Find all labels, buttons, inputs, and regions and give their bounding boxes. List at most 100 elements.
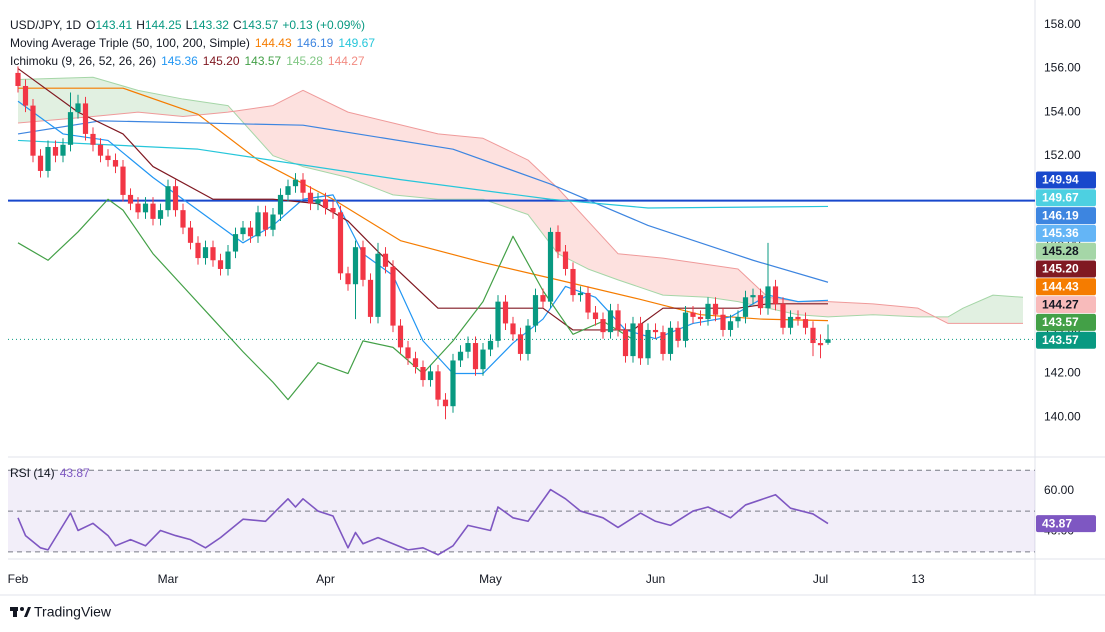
candle-body (465, 343, 471, 352)
candle-body (487, 340, 494, 350)
legend-line: USD/JPY, 1D O143.41 H144.25 L143.32 C143.57 +… (10, 17, 370, 33)
cloud-segment (993, 295, 1023, 324)
candle-body (22, 85, 29, 106)
cloud-segment (93, 77, 138, 117)
candle-body (330, 207, 336, 213)
logo (10, 607, 31, 617)
candle-body (757, 295, 764, 309)
candle-body (150, 203, 156, 219)
cloud-segment (438, 133, 483, 200)
cloud-segment (273, 90, 303, 167)
candle-body (712, 303, 719, 315)
footer-brand: TradingView (34, 604, 112, 620)
candle-body (420, 366, 426, 381)
candle-body (60, 144, 66, 156)
candle-body (622, 329, 629, 357)
candle-body (277, 194, 284, 215)
candle-body (202, 247, 209, 259)
ohlc-value: 143.41 (95, 18, 133, 32)
candle-body (345, 273, 351, 285)
x-tick-label: Mar (158, 572, 179, 586)
y-tick-label: 152.00 (1044, 148, 1081, 162)
candle-body (105, 155, 111, 161)
candle-body (562, 251, 569, 269)
price-badge-label: 143.57 (1042, 315, 1079, 329)
candle-body (480, 349, 486, 370)
rsi-pane (8, 469, 1035, 556)
ohlc-value: 143.32 (192, 18, 229, 32)
indicator-line (17, 120, 829, 283)
cloud-segment (963, 295, 993, 324)
candle-body (735, 316, 741, 322)
candle-body (667, 327, 674, 354)
price-badge (1036, 260, 1096, 278)
candle-body (502, 301, 509, 324)
legend-line: Moving Average Triple (50, 100, 200, Sim… (10, 35, 380, 51)
candle-body (517, 334, 524, 354)
price-badge (1036, 313, 1096, 331)
candle-body (375, 253, 381, 317)
ichimoku-value: 145.20 (202, 54, 240, 68)
candle-body (727, 321, 734, 330)
x-tick-label: May (479, 572, 502, 586)
cloud-segment (18, 77, 93, 124)
candle-body (255, 212, 261, 237)
candle-body (67, 112, 74, 145)
indicator-line (17, 68, 828, 331)
x-tick-label: Feb (8, 572, 29, 586)
rsi-value: 43.87 (59, 466, 90, 480)
cloud-segment (393, 123, 438, 200)
candle-body (585, 292, 591, 313)
rsi-badge (1036, 515, 1096, 533)
ichimoku-value: 144.27 (327, 54, 365, 68)
candle-body (285, 186, 291, 195)
candle-body (300, 179, 306, 193)
price-badge-label: 146.19 (1042, 208, 1079, 222)
cloud-segment (588, 221, 618, 280)
candle-body (315, 199, 321, 204)
legend-line: Ichimoku (9, 26, 52, 26, 26) 145.36 145.20… (10, 53, 370, 69)
candle-body (97, 144, 104, 156)
candle-body (217, 260, 224, 269)
ohlc-key: O (86, 18, 96, 32)
candle-body (262, 212, 269, 230)
price-badge-label: 149.94 (1042, 173, 1079, 187)
candle-body (600, 319, 606, 333)
indicator-line (17, 139, 829, 209)
symbol: USD/JPY, 1D (10, 18, 82, 32)
rsi-badge-label: 43.87 (1042, 516, 1072, 530)
price-badge (1036, 278, 1096, 296)
cloud-segment (348, 112, 393, 195)
cloud-span-b (17, 89, 1023, 324)
x-tick-label: 13 (911, 572, 925, 586)
candle-body (495, 301, 501, 341)
candle-body (157, 210, 164, 219)
candle-body (682, 312, 689, 341)
price-badge-label: 149.67 (1042, 190, 1079, 204)
candle-body (195, 242, 201, 259)
candle-body (307, 192, 314, 204)
candle-body (427, 371, 434, 381)
candle-body (637, 323, 644, 359)
candle-body (720, 314, 726, 330)
candle-body (690, 312, 696, 317)
indicator-line (17, 198, 634, 401)
candle-body (112, 160, 119, 167)
candle-body (787, 316, 794, 328)
rsi-tick-label: 60.00 (1044, 483, 1074, 497)
y-tick-label: 158.00 (1044, 17, 1081, 31)
candle-body (210, 247, 216, 261)
candle-body (570, 268, 576, 296)
cloud-segment (303, 90, 348, 178)
candle-body (772, 286, 779, 304)
candle-body (697, 316, 704, 320)
ohlc-item: C143.57 (233, 18, 278, 32)
ohlc-key: C (232, 18, 242, 32)
price-badge-label: 144.43 (1042, 279, 1079, 293)
candle-body (540, 295, 546, 302)
cloud-segment (183, 99, 228, 117)
rsi-line (17, 488, 829, 556)
cloud-segment (873, 303, 918, 317)
candle-body (390, 266, 396, 326)
